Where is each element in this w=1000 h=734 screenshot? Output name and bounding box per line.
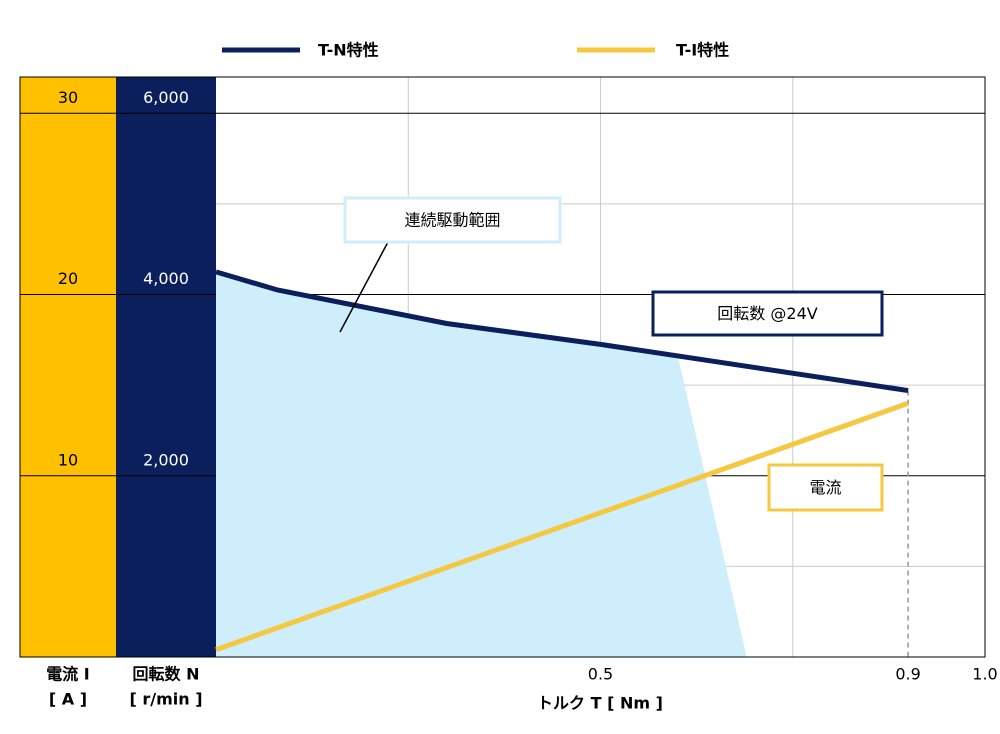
x-tick-label: 0.9 [895, 665, 920, 684]
y-tick-label: 4,000 [143, 269, 189, 288]
x-tick-label: 0.5 [588, 665, 613, 684]
y2-label: 電流 I [46, 665, 90, 684]
annotation-leader [339, 241, 389, 333]
speed-axis-panel [116, 77, 216, 657]
annotation-box [651, 290, 884, 337]
series-line [215, 269, 909, 394]
annotation-box [343, 196, 562, 244]
legend-label: T-N特性 [318, 41, 379, 60]
legend-label: T-I特性 [676, 41, 729, 60]
x-label: トルク T [ Nm ] [537, 694, 663, 713]
continuous-region [216, 271, 747, 657]
x-tick-label: 1.0 [972, 665, 997, 684]
y2-tick-label: 30 [58, 88, 78, 107]
series-line [215, 400, 909, 653]
y2-tick-label: 20 [58, 269, 78, 288]
y2-tick-label: 10 [58, 450, 78, 469]
current-axis-panel [20, 77, 116, 657]
y-label: [ r/min ] [129, 690, 202, 709]
y-label: 回転数 N [133, 665, 200, 684]
annotation-box [767, 463, 884, 512]
annotation-label: 電流 [809, 478, 841, 497]
annotation-label: 回転数 @24V [717, 304, 817, 323]
y-tick-label: 6,000 [143, 88, 189, 107]
y-tick-label: 2,000 [143, 450, 189, 469]
annotation-label: 連続駆動範囲 [404, 211, 500, 230]
y2-label: [ A ] [49, 690, 87, 709]
plot-frame [19, 76, 986, 658]
